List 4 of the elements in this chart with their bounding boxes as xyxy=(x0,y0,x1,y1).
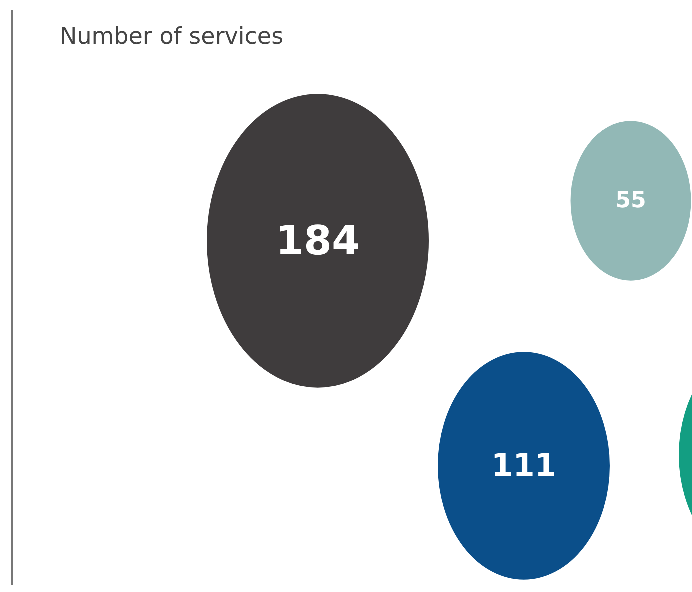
data-label: 55 xyxy=(616,188,646,214)
text: Number of services xyxy=(60,24,284,50)
data-label: 111 xyxy=(491,448,557,484)
data-label: 184 xyxy=(276,218,360,264)
